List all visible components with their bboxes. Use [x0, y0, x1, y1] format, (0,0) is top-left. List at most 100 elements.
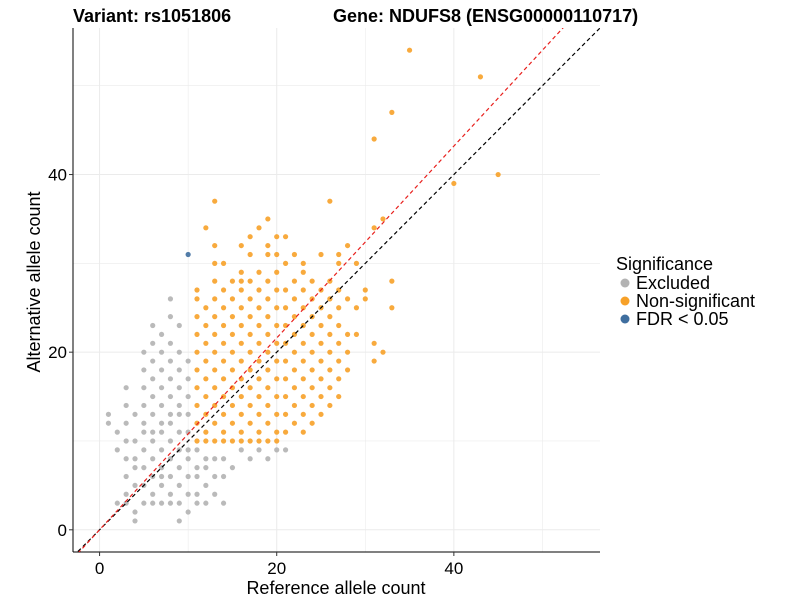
point-excluded: [141, 500, 147, 506]
point-non-significant: [318, 251, 324, 258]
point-excluded: [123, 473, 129, 480]
point-excluded: [150, 322, 156, 329]
point-non-significant: [380, 216, 386, 222]
point-excluded: [185, 429, 191, 435]
point-non-significant: [238, 287, 244, 293]
legend-key-excluded: [620, 278, 630, 288]
point-non-significant: [229, 385, 236, 391]
point-non-significant: [238, 358, 244, 364]
point-excluded: [185, 509, 191, 515]
point-non-significant: [229, 278, 236, 284]
point-excluded: [185, 358, 191, 364]
point-excluded: [158, 473, 165, 480]
point-fdr-0-05: [185, 251, 191, 258]
point-non-significant: [256, 269, 262, 275]
point-non-significant: [309, 420, 315, 426]
point-non-significant: [327, 331, 333, 338]
point-non-significant: [265, 438, 271, 444]
point-non-significant: [327, 367, 333, 373]
point-non-significant: [256, 358, 262, 364]
point-non-significant: [212, 242, 218, 249]
point-excluded: [150, 429, 156, 435]
point-excluded: [158, 429, 165, 435]
reference-lines: [76, 28, 600, 552]
point-excluded: [150, 358, 156, 364]
point-non-significant: [194, 331, 200, 338]
point-non-significant: [256, 411, 262, 417]
point-excluded: [123, 491, 129, 497]
point-excluded: [212, 473, 218, 480]
point-excluded: [150, 393, 156, 400]
point-non-significant: [265, 296, 271, 302]
point-non-significant: [318, 393, 324, 400]
point-excluded: [167, 500, 174, 506]
point-non-significant: [282, 411, 289, 417]
tick-labels: 0 20 40 0 20 40: [48, 166, 463, 578]
point-excluded: [282, 447, 289, 453]
point-non-significant: [212, 198, 218, 204]
point-excluded: [158, 420, 165, 426]
point-excluded: [158, 500, 165, 506]
point-excluded: [150, 438, 156, 444]
point-excluded: [176, 500, 182, 506]
legend-key-non-significant: [620, 296, 630, 306]
point-excluded: [132, 411, 138, 417]
point-non-significant: [247, 438, 253, 444]
x-tick-label: 40: [444, 559, 463, 578]
point-excluded: [123, 438, 129, 444]
point-excluded: [212, 491, 218, 497]
point-excluded: [150, 491, 156, 497]
point-non-significant: [309, 367, 315, 373]
point-non-significant: [344, 296, 351, 302]
point-excluded: [132, 438, 138, 444]
point-non-significant: [212, 331, 218, 338]
point-non-significant: [265, 367, 271, 373]
point-non-significant: [300, 376, 306, 382]
point-non-significant: [229, 420, 236, 426]
legend-label-fdr: FDR < 0.05: [636, 309, 729, 329]
point-non-significant: [247, 251, 253, 258]
point-non-significant: [282, 287, 289, 293]
point-excluded: [141, 447, 147, 453]
point-non-significant: [336, 393, 342, 400]
point-non-significant: [247, 349, 253, 355]
point-non-significant: [300, 269, 306, 275]
point-excluded: [105, 420, 112, 426]
point-non-significant: [229, 367, 236, 373]
point-non-significant: [318, 358, 324, 364]
point-non-significant: [327, 402, 333, 409]
point-non-significant: [238, 438, 244, 444]
point-non-significant: [389, 109, 395, 115]
point-excluded: [265, 456, 271, 462]
point-excluded: [185, 393, 191, 400]
point-excluded: [194, 447, 200, 453]
point-excluded: [150, 500, 156, 506]
point-non-significant: [194, 385, 200, 391]
point-excluded: [132, 482, 138, 488]
legend-title: Significance: [616, 254, 713, 274]
point-excluded: [150, 456, 156, 462]
point-excluded: [132, 518, 138, 524]
point-excluded: [150, 376, 156, 382]
chart-title-gene: Gene: NDUFS8 (ENSG00000110717): [333, 6, 638, 26]
point-non-significant: [238, 242, 244, 249]
point-excluded: [194, 491, 200, 497]
y-axis-title: Alternative allele count: [24, 191, 44, 372]
point-excluded: [176, 429, 182, 435]
point-non-significant: [274, 358, 280, 364]
point-excluded: [158, 349, 165, 355]
point-non-significant: [265, 402, 271, 409]
point-excluded: [176, 402, 182, 409]
point-non-significant: [265, 242, 271, 249]
point-excluded: [274, 447, 280, 453]
point-excluded: [176, 349, 182, 355]
point-non-significant: [274, 305, 280, 311]
point-excluded: [141, 367, 147, 373]
point-non-significant: [203, 429, 209, 435]
point-non-significant: [194, 296, 200, 302]
point-non-significant: [282, 393, 289, 400]
point-non-significant: [247, 367, 253, 373]
point-non-significant: [203, 225, 209, 231]
point-non-significant: [282, 358, 289, 364]
point-excluded: [203, 456, 209, 462]
